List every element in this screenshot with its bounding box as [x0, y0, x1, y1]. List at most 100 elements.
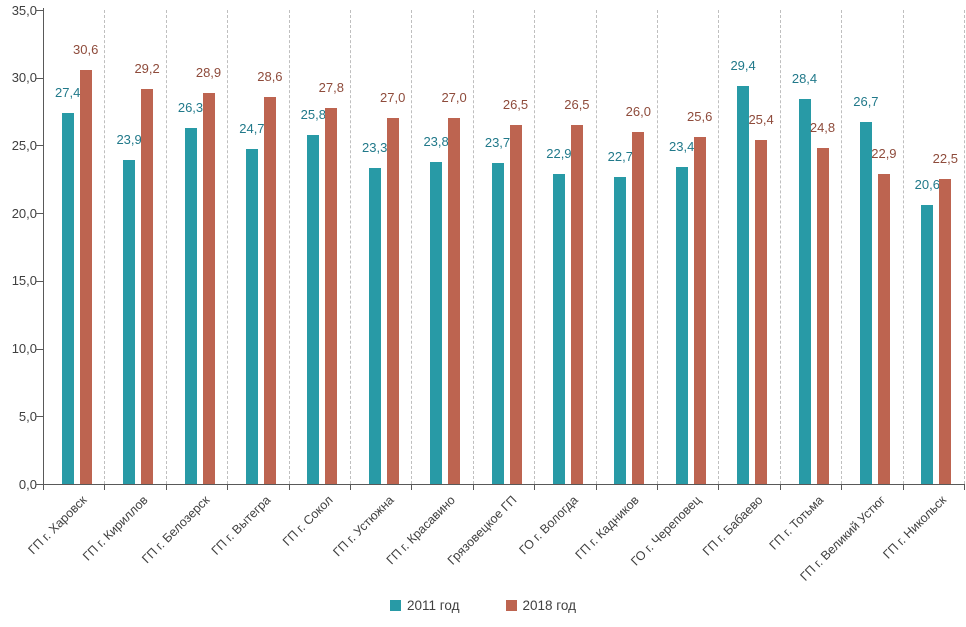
bar-2018	[263, 96, 276, 484]
y-axis-tick-label: 20,0	[11, 205, 37, 221]
bar-value-label: 22,7	[607, 148, 633, 164]
x-axis-tick	[288, 484, 290, 490]
bar-value-label: 24,8	[809, 120, 836, 136]
bar-2011	[123, 160, 136, 484]
gridline-vertical	[227, 10, 229, 484]
bar-2018	[693, 137, 706, 484]
bar-2011	[307, 134, 320, 484]
x-axis-category-label: ГП г. Харовск	[25, 493, 90, 558]
gridline-vertical	[657, 10, 658, 484]
bar-2011	[675, 167, 688, 484]
bar-2018	[79, 69, 92, 484]
gridline-vertical	[718, 10, 720, 484]
legend-item-2011: 2011 год	[390, 598, 460, 613]
bar-value-label: 23,9	[116, 132, 142, 148]
y-axis-tick-label: 5,0	[18, 408, 37, 424]
bar-value-label: 28,9	[195, 64, 222, 80]
gridline-vertical	[411, 10, 413, 484]
bar-value-label: 23,4	[669, 139, 695, 155]
x-axis-category-label: ГП г. Бабаево	[699, 493, 766, 559]
y-axis-tick	[36, 484, 43, 485]
gridline-vertical	[350, 10, 351, 484]
x-axis-tick	[411, 484, 413, 490]
x-axis-line	[43, 484, 965, 485]
x-axis-tick	[534, 484, 536, 490]
y-axis-tick-label: 35,0	[11, 2, 37, 18]
gridline-vertical	[841, 10, 843, 484]
bar-2011	[245, 149, 258, 484]
bar-value-label: 23,7	[484, 135, 511, 151]
y-axis-tick	[36, 416, 43, 418]
x-axis-category-label: ГП г. Кириллов	[80, 493, 152, 564]
bar-value-label: 23,8	[423, 133, 449, 149]
y-axis-tick	[36, 145, 43, 147]
bar-value-label: 28,4	[791, 71, 818, 87]
bar-value-label: 20,6	[914, 177, 940, 193]
bar-value-label: 23,3	[362, 140, 388, 156]
y-axis-tick-label: 25,0	[11, 137, 37, 153]
bar-2018	[632, 131, 645, 484]
bar-value-label: 24,7	[239, 121, 265, 137]
gridline-vertical	[902, 10, 904, 484]
bar-value-label: 26,7	[853, 94, 879, 110]
bar-value-label: 29,2	[134, 60, 160, 76]
y-axis-tick	[36, 10, 43, 11]
bar-value-label: 26,5	[564, 97, 590, 113]
gridline-vertical	[104, 10, 106, 484]
bar-2011	[184, 127, 197, 484]
x-axis-tick	[964, 484, 965, 490]
x-axis-category-label: ГП г. Кадников	[573, 493, 643, 563]
gridline-vertical	[779, 10, 781, 484]
bar-2018	[202, 92, 215, 484]
bar-value-label: 27,0	[441, 90, 467, 106]
gridline-vertical	[472, 10, 474, 484]
gridline-vertical	[534, 10, 536, 484]
legend-swatch-2018	[505, 600, 517, 611]
x-axis-tick	[779, 484, 781, 490]
y-axis-tick	[36, 348, 43, 350]
x-axis-tick	[595, 484, 597, 490]
bar-value-label: 26,0	[625, 103, 651, 119]
y-axis-tick	[36, 213, 43, 215]
legend-label-2011: 2011 год	[407, 598, 460, 613]
x-axis-category-label: ГП г. Сокол	[279, 493, 336, 549]
bar-value-label: 27,0	[380, 90, 406, 106]
bar-2011	[61, 112, 74, 484]
bar-value-label: 25,6	[687, 109, 713, 125]
bar-2018	[141, 88, 154, 484]
gridline-vertical	[964, 10, 965, 484]
legend-label-2018: 2018 год	[522, 598, 577, 613]
bar-value-label: 22,5	[932, 151, 958, 167]
bar-value-label: 25,4	[748, 112, 774, 127]
gridline-vertical	[288, 10, 290, 484]
bar-2011	[859, 122, 872, 484]
bar-value-label: 29,4	[730, 57, 756, 73]
bar-2011	[614, 176, 627, 484]
bar-2011	[491, 163, 504, 484]
bar-2011	[798, 99, 811, 484]
bar-2011	[430, 161, 443, 484]
x-axis-category-label: ГП г. Белозерск	[139, 493, 213, 567]
bar-value-label: 25,8	[300, 106, 326, 122]
x-axis-category-label: ГП г. Вытегра	[209, 493, 274, 558]
bar-2018	[816, 148, 829, 484]
y-axis-tick	[36, 77, 43, 79]
bar-2018	[509, 125, 522, 484]
gridline-vertical	[595, 10, 597, 484]
legend-item-2018: 2018 год	[505, 598, 577, 613]
bar-2011	[552, 173, 565, 484]
bar-2018	[570, 125, 583, 484]
bar-2018	[325, 107, 338, 484]
x-axis-category-label: ГО г. Вологда	[516, 493, 581, 558]
x-axis-category-label: ГП г. Устюжна	[330, 493, 397, 560]
y-axis-tick-label: 15,0	[11, 273, 37, 289]
bar-2018	[877, 173, 890, 484]
bar-value-label: 30,6	[73, 41, 99, 57]
y-axis-tick-label: 30,0	[11, 70, 37, 86]
bar-2011	[921, 205, 934, 484]
x-axis-tick	[657, 484, 658, 490]
bar-2018	[755, 140, 768, 484]
x-axis-tick	[841, 484, 843, 490]
x-axis-tick	[43, 484, 44, 490]
